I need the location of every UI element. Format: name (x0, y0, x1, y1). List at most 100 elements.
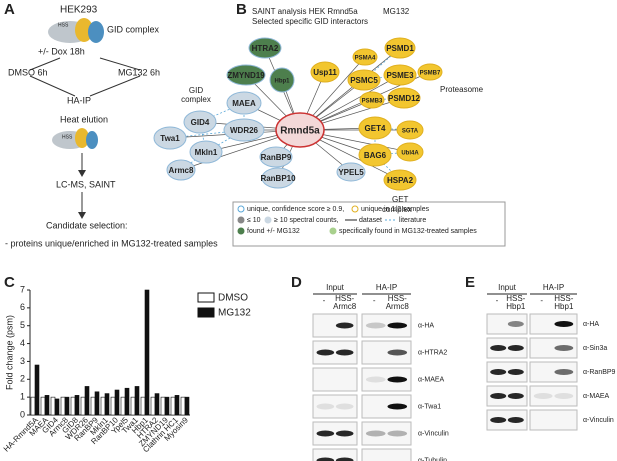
label: α-RanBP9 (583, 369, 616, 376)
bar (120, 396, 126, 416)
node (189, 140, 223, 164)
band (335, 430, 354, 437)
label: α-HA (583, 321, 599, 328)
label: A (4, 1, 15, 18)
label: 4 (20, 338, 25, 348)
blot (361, 313, 412, 338)
label: Twa1 (160, 134, 180, 143)
band (507, 345, 524, 351)
label: Hbp1 (554, 302, 574, 311)
label: - (496, 296, 499, 305)
label: Mkln1 (195, 148, 218, 157)
label: Armc8 (386, 302, 410, 311)
label: Ubl4A (401, 151, 419, 157)
blot (361, 421, 412, 446)
blot (529, 385, 578, 407)
label: SGTA (402, 129, 419, 135)
band (490, 369, 507, 375)
bar (94, 391, 100, 416)
band (335, 322, 354, 329)
legend-swatch (237, 216, 245, 224)
label: GID4 (191, 118, 210, 127)
label: Armc8 (169, 166, 194, 175)
node (387, 87, 421, 109)
bar (124, 387, 130, 416)
blot (312, 367, 358, 392)
bar (34, 364, 40, 416)
label: DMSO (218, 293, 248, 304)
label: Selected specific GID interactors (252, 17, 368, 26)
legend-swatch (197, 307, 215, 318)
band (490, 345, 507, 351)
band (316, 349, 335, 356)
label: complex (382, 205, 412, 214)
label: C (4, 274, 15, 291)
node (259, 146, 293, 168)
node (358, 116, 392, 140)
label: - (540, 296, 543, 305)
bar (174, 395, 180, 416)
label: PSMD12 (388, 94, 421, 103)
node (166, 159, 196, 181)
node (383, 169, 417, 191)
blot (486, 337, 528, 359)
label: GID (189, 86, 203, 95)
label: HA-IP (67, 95, 91, 105)
label: HA-IP (543, 283, 564, 292)
band (554, 345, 574, 351)
label: Hbp1 (275, 79, 291, 85)
node (417, 63, 443, 81)
node (336, 162, 366, 182)
label: PSMD1 (386, 44, 414, 53)
bar (154, 393, 160, 416)
label: - (323, 296, 326, 305)
band (316, 457, 335, 461)
bar (70, 396, 76, 416)
bar (184, 396, 190, 416)
legend-swatch (197, 292, 215, 303)
label: Input (498, 283, 517, 292)
band (365, 322, 386, 329)
band (533, 393, 553, 399)
panel-a-art (29, 18, 141, 219)
label: HTRA2 (252, 44, 279, 53)
blot (529, 361, 578, 383)
node (223, 118, 265, 142)
label: Rmnd5a (280, 126, 320, 137)
node (269, 67, 295, 93)
label: Usp11 (313, 68, 337, 77)
bar (114, 389, 120, 416)
label: 2 (20, 374, 25, 384)
label: Armc8 (333, 302, 357, 311)
label: α-Sin3a (583, 345, 607, 352)
label: PSMC5 (350, 76, 378, 85)
blot (529, 337, 578, 359)
label: PSMA4 (355, 56, 376, 62)
label: ZMYND19 (227, 71, 265, 80)
label: PSME3 (386, 71, 414, 80)
band (387, 403, 408, 410)
band (316, 403, 335, 410)
band (490, 417, 507, 423)
label: HSS- (506, 294, 525, 303)
bar (140, 396, 146, 416)
label: HA-IP (376, 283, 397, 292)
band (507, 369, 524, 375)
label: MAEA (232, 99, 256, 108)
label: GID complex (107, 24, 160, 34)
bar (134, 386, 140, 416)
label: dataset (359, 217, 382, 224)
bar (130, 396, 136, 416)
node (226, 64, 266, 86)
label: BAG6 (364, 151, 387, 160)
label: α-MAEA (418, 376, 445, 383)
label: +/- Dox 18h (38, 46, 85, 56)
blot (361, 340, 412, 365)
bar (150, 396, 156, 416)
bar (30, 396, 36, 416)
label: MG132 6h (118, 67, 160, 77)
blot (486, 313, 528, 335)
bar (84, 386, 90, 416)
node (383, 64, 417, 86)
